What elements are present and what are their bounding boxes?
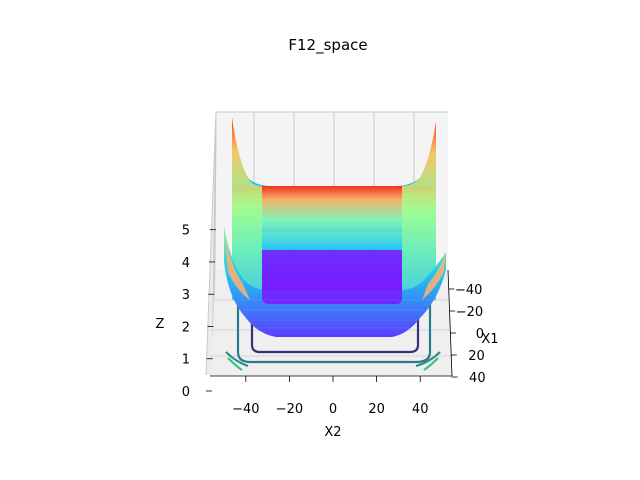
contour-level-1 (250, 266, 420, 354)
surface-left-wall (232, 118, 262, 300)
chart-title: F12_space (288, 36, 367, 55)
z-tick-label: 1 (182, 353, 190, 368)
z-tick-label: 4 (182, 256, 190, 271)
x2-axis: −40 −20 0 20 40 X2 (210, 375, 452, 440)
contour-level-2b (225, 351, 249, 368)
surface (224, 118, 446, 337)
x2-tick-label: 20 (368, 402, 385, 417)
x1-axis-label: X1 (481, 332, 498, 347)
contour-level-2 (236, 266, 432, 364)
surface-mesh-lines (232, 194, 436, 329)
surface-right-wall (402, 122, 436, 300)
x2-tick-label: 0 (329, 402, 337, 417)
contour-level-2c (415, 351, 441, 368)
z-tick-label: 2 (182, 320, 190, 335)
surface-well-floor (262, 250, 402, 304)
surface-front-lip (224, 226, 446, 337)
contour-level-3a (227, 357, 243, 371)
x2-tick-label: −40 (232, 402, 259, 417)
x2-tick-label: −20 (276, 402, 303, 417)
z-tick-label: 5 (182, 224, 190, 239)
surface-front-right-spike (422, 252, 446, 300)
x2-axis-label: X2 (324, 425, 341, 440)
z-tick-label: 0 (182, 385, 190, 400)
z-axis-label: Z (156, 317, 165, 332)
x1-tick-label: −40 (455, 283, 482, 298)
z-tick-label: 3 (182, 288, 190, 303)
x1-tick-label: 20 (468, 349, 485, 364)
contour-level-3b (423, 357, 439, 371)
x2-tick-label: 40 (412, 402, 429, 417)
surface-front-left-spike (224, 226, 250, 300)
x1-axis: −40 −20 0 20 40 X1 (447, 269, 499, 386)
x1-tick-label: −20 (456, 305, 483, 320)
x1-tick-label: 0 (476, 327, 484, 342)
z-axis: 0 1 2 3 4 5 Z (156, 224, 216, 400)
x1-tick-label: 40 (469, 371, 486, 386)
